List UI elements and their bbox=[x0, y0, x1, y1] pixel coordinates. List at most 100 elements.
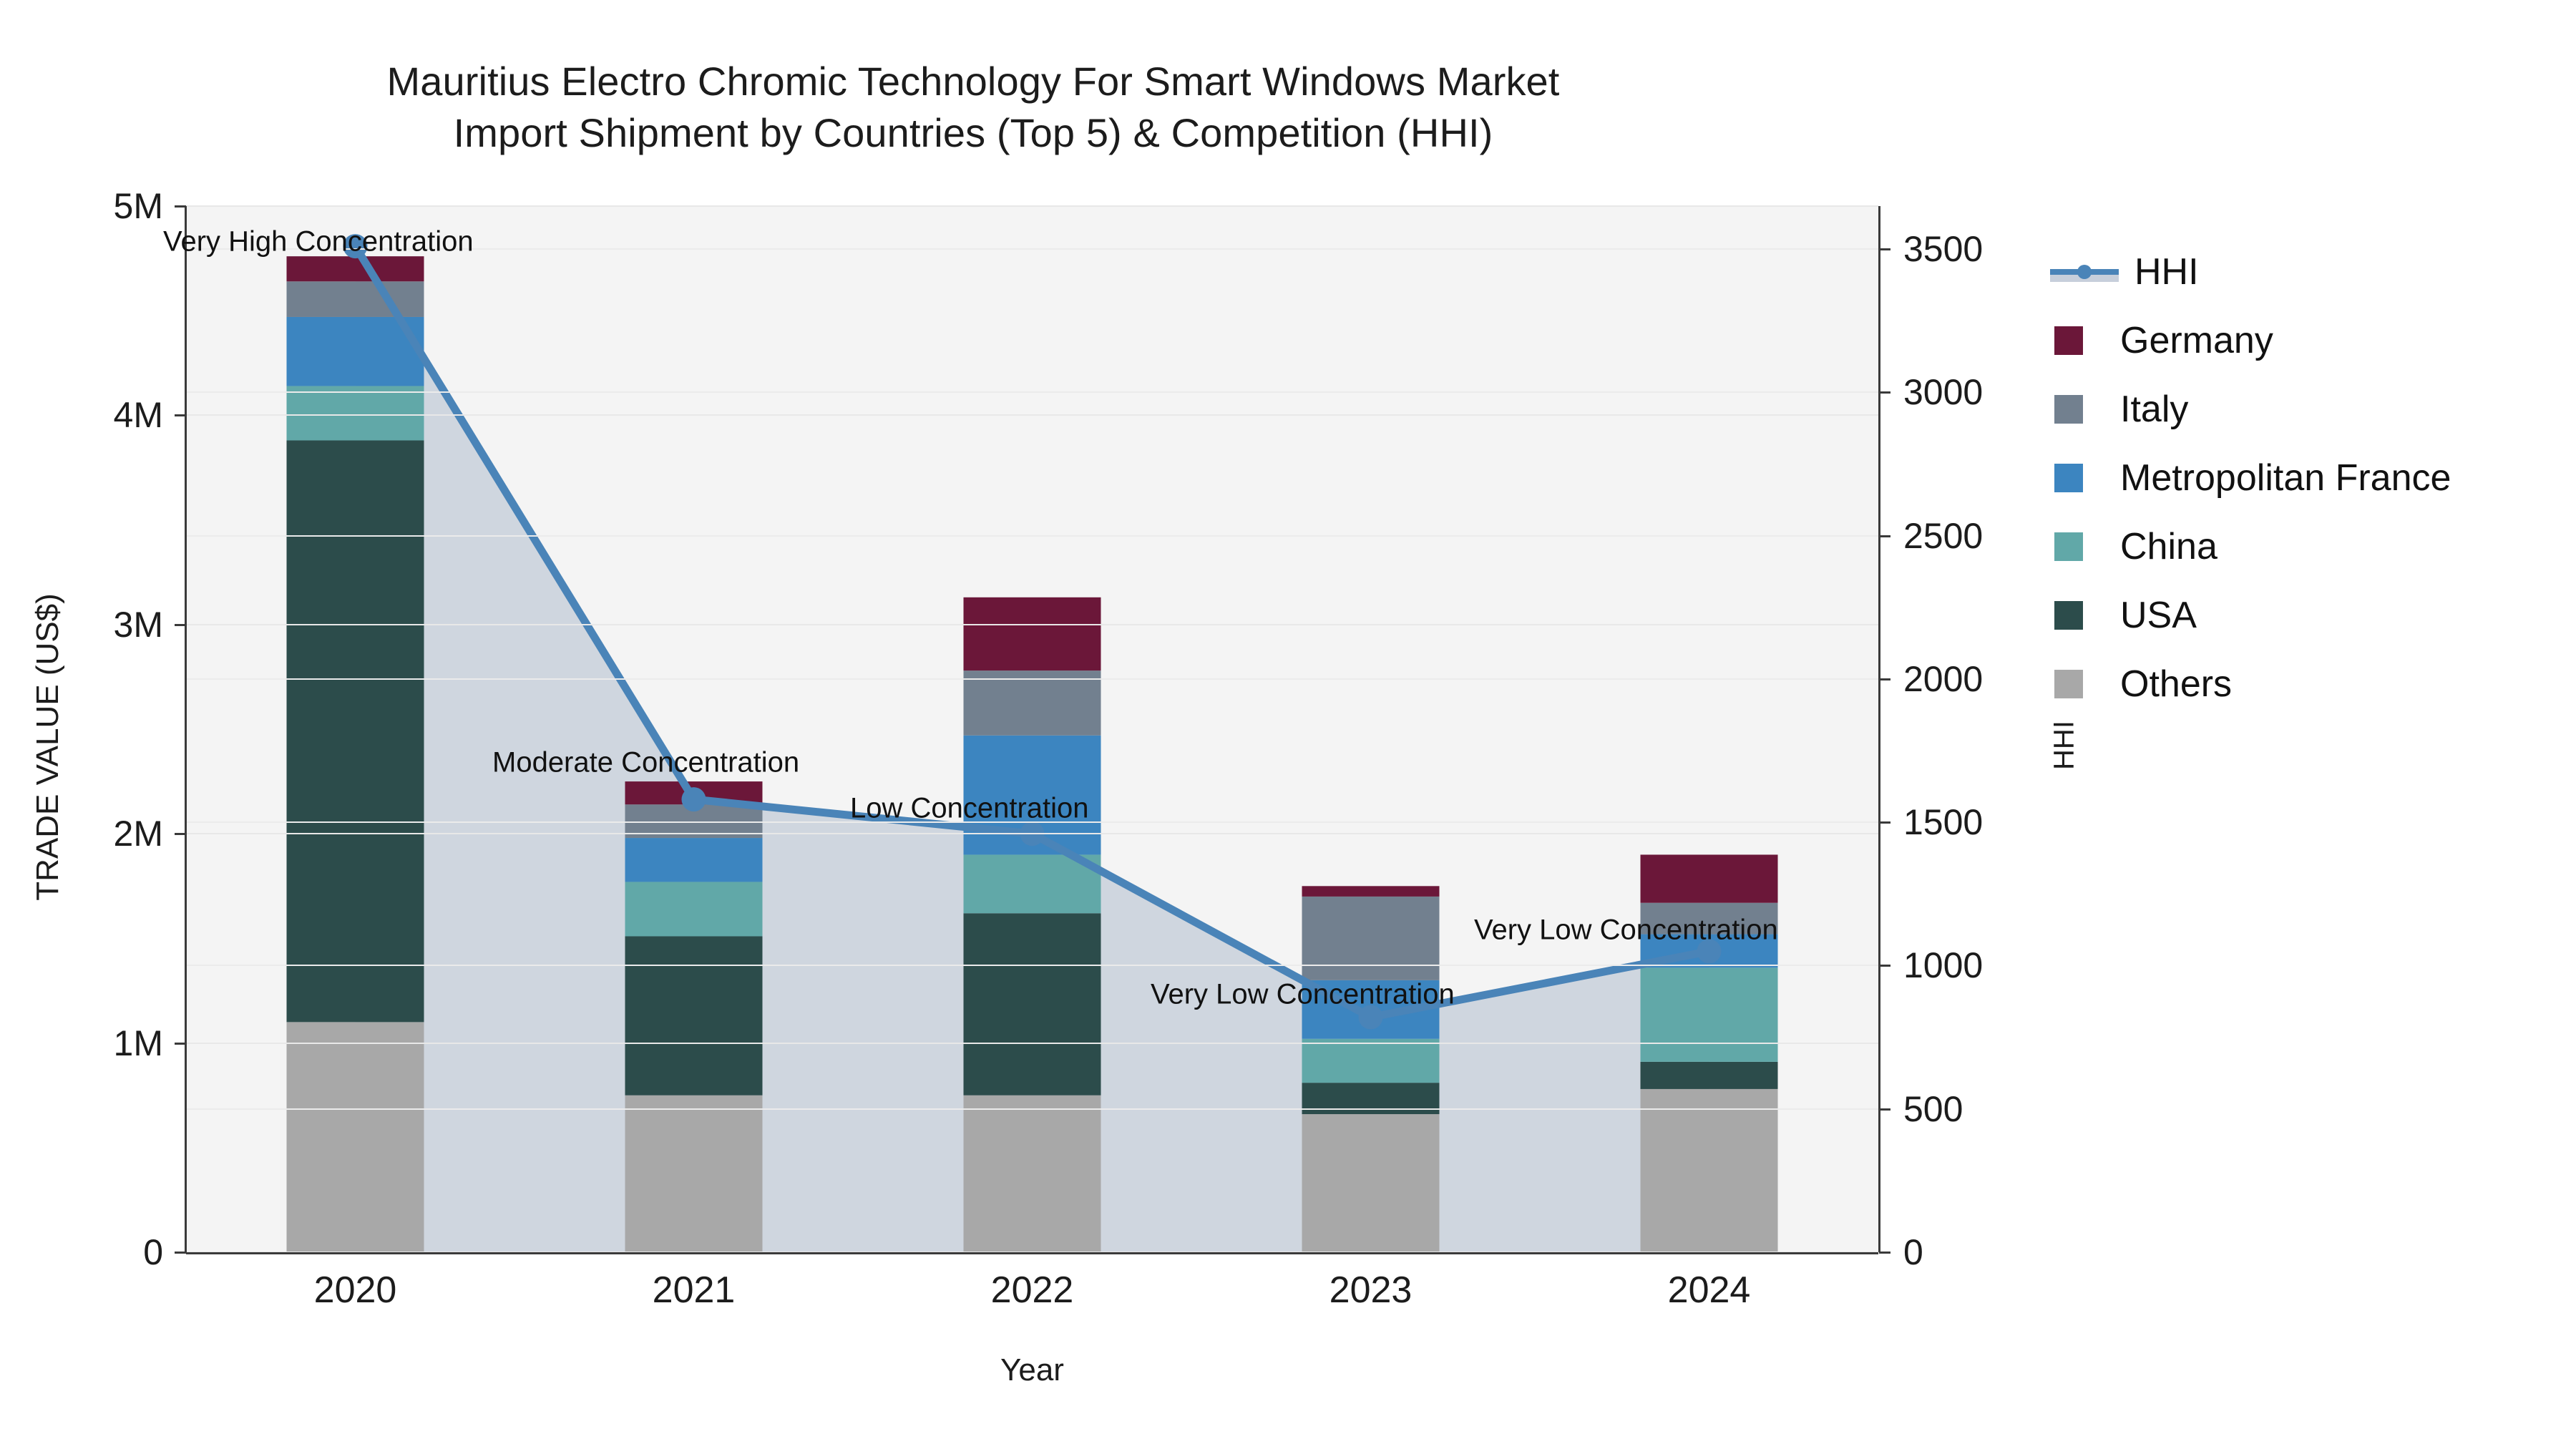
y-axis-left-tick-mark bbox=[175, 623, 186, 626]
legend-color-swatch bbox=[2054, 601, 2083, 630]
gridline bbox=[186, 821, 1878, 824]
bar-segment bbox=[1302, 1038, 1440, 1083]
concentration-annotation: Moderate Concentration bbox=[492, 746, 800, 779]
legend-item-hhi[interactable]: HHI bbox=[2050, 238, 2551, 306]
bar-segment bbox=[963, 670, 1101, 736]
y-axis-left-tick-mark bbox=[175, 205, 186, 208]
gridline bbox=[186, 248, 1878, 250]
concentration-annotation: Very Low Concentration bbox=[1474, 914, 1778, 946]
legend-item-label: USA bbox=[2120, 595, 2197, 636]
y-axis-right-tick-label: 1500 bbox=[1903, 802, 1984, 843]
hhi-data-point bbox=[681, 787, 706, 812]
y-axis-left-label: TRADE VALUE (US$) bbox=[30, 593, 65, 901]
y-axis-left-line bbox=[185, 206, 187, 1252]
x-axis-tick-label: 2024 bbox=[1667, 1269, 1751, 1311]
bar-segment bbox=[1640, 1061, 1778, 1089]
legend-item-germany[interactable]: Germany bbox=[2050, 306, 2551, 375]
legend-color-swatch bbox=[2054, 395, 2083, 424]
bar-segment bbox=[286, 256, 424, 282]
bar-segment bbox=[625, 838, 763, 882]
legend-item-label: HHI bbox=[2135, 251, 2199, 293]
gridline bbox=[186, 1042, 1878, 1044]
y-axis-left-tick-label: 4M bbox=[113, 395, 163, 436]
y-axis-left-tick-label: 1M bbox=[113, 1023, 163, 1063]
concentration-annotation: Very High Concentration bbox=[163, 225, 474, 258]
y-axis-left-tick-label: 3M bbox=[113, 604, 163, 645]
bar-segment bbox=[625, 882, 763, 937]
y-axis-left-tick-mark bbox=[175, 1252, 186, 1254]
hhi-data-point bbox=[1358, 1005, 1383, 1030]
y-axis-right-tick-label: 2500 bbox=[1903, 515, 1984, 556]
bar-segment bbox=[1640, 967, 1778, 1062]
y-axis-right-tick-label: 3500 bbox=[1903, 229, 1984, 270]
hhi-line-icon bbox=[2050, 256, 2119, 288]
legend-item-metropolitan-france[interactable]: Metropolitan France bbox=[2050, 444, 2551, 512]
legend-item-label: China bbox=[2120, 526, 2218, 567]
y-axis-right-tick-label: 2000 bbox=[1903, 658, 1984, 699]
legend-item-usa[interactable]: USA bbox=[2050, 581, 2551, 650]
y-axis-right-tick-label: 3000 bbox=[1903, 372, 1984, 413]
y-axis-left-tick-label: 2M bbox=[113, 814, 163, 854]
bar-segment bbox=[286, 281, 424, 317]
legend-item-italy[interactable]: Italy bbox=[2050, 375, 2551, 444]
y-axis-right-tick-mark bbox=[1879, 1108, 1890, 1111]
y-axis-right-tick-mark bbox=[1879, 248, 1890, 251]
y-axis-right-tick-mark bbox=[1879, 535, 1890, 537]
bar-segment bbox=[963, 854, 1101, 914]
y-axis-right-tick-label: 1000 bbox=[1903, 945, 1984, 986]
y-axis-right-tick-mark bbox=[1879, 678, 1890, 680]
legend-item-china[interactable]: China bbox=[2050, 512, 2551, 581]
y-axis-right-line bbox=[1878, 206, 1880, 1252]
bar-segment bbox=[1640, 902, 1778, 935]
legend-item-label: Others bbox=[2120, 663, 2233, 705]
bar-segment bbox=[963, 597, 1101, 671]
x-axis-tick-label: 2020 bbox=[313, 1269, 397, 1311]
y-axis-right-tick-mark bbox=[1879, 391, 1890, 394]
bar-segment bbox=[1302, 896, 1440, 980]
legend-item-label: Italy bbox=[2120, 389, 2189, 430]
x-axis-line bbox=[186, 1252, 1878, 1254]
y-axis-left-tick-mark bbox=[175, 1042, 186, 1045]
legend-item-others[interactable]: Others bbox=[2050, 650, 2551, 718]
gridline bbox=[186, 205, 1878, 207]
y-axis-right-tick-label: 500 bbox=[1903, 1088, 1963, 1129]
bar-segment bbox=[1302, 886, 1440, 897]
y-axis-right-tick-label: 0 bbox=[1903, 1232, 1923, 1272]
bar-segment bbox=[286, 440, 424, 1023]
gridline bbox=[186, 535, 1878, 537]
gridline bbox=[186, 1108, 1878, 1110]
legend-item-label: Metropolitan France bbox=[2120, 457, 2451, 499]
bar-segment bbox=[1640, 854, 1778, 903]
legend-item-label: Germany bbox=[2120, 320, 2273, 361]
chart-title: Mauritius Electro Chromic Technology For… bbox=[386, 59, 1560, 155]
x-axis-label: Year bbox=[1000, 1352, 1064, 1387]
legend-color-swatch bbox=[2054, 670, 2083, 698]
plot-svg bbox=[286, 234, 1778, 1252]
legend-color-swatch bbox=[2054, 326, 2083, 355]
bar-segment bbox=[963, 913, 1101, 1096]
gridline bbox=[186, 965, 1878, 967]
x-axis-tick-label: 2023 bbox=[1329, 1269, 1413, 1311]
y-axis-right-tick-mark bbox=[1879, 821, 1890, 824]
concentration-annotation: Very Low Concentration bbox=[1151, 978, 1455, 1010]
y-axis-left-tick-label: 0 bbox=[143, 1232, 163, 1272]
hhi-marker-dot bbox=[2077, 265, 2092, 279]
gridline bbox=[186, 678, 1878, 680]
x-axis-tick-label: 2022 bbox=[990, 1269, 1074, 1311]
y-axis-left-tick-mark bbox=[175, 414, 186, 417]
bar-segment bbox=[286, 1022, 424, 1252]
y-axis-right-tick-mark bbox=[1879, 1252, 1890, 1254]
gridline bbox=[186, 833, 1878, 835]
gridline bbox=[186, 414, 1878, 416]
legend-color-swatch bbox=[2054, 464, 2083, 492]
bar-segment bbox=[286, 386, 424, 441]
hhi-data-point bbox=[343, 234, 368, 259]
hhi-data-point bbox=[1697, 939, 1722, 964]
legend-color-swatch bbox=[2054, 532, 2083, 561]
bar-segment bbox=[963, 1095, 1101, 1252]
bar-segment bbox=[1640, 1088, 1778, 1252]
bar-segment bbox=[1302, 1114, 1440, 1252]
bar-segment bbox=[625, 1095, 763, 1252]
x-axis-tick-label: 2021 bbox=[652, 1269, 736, 1311]
